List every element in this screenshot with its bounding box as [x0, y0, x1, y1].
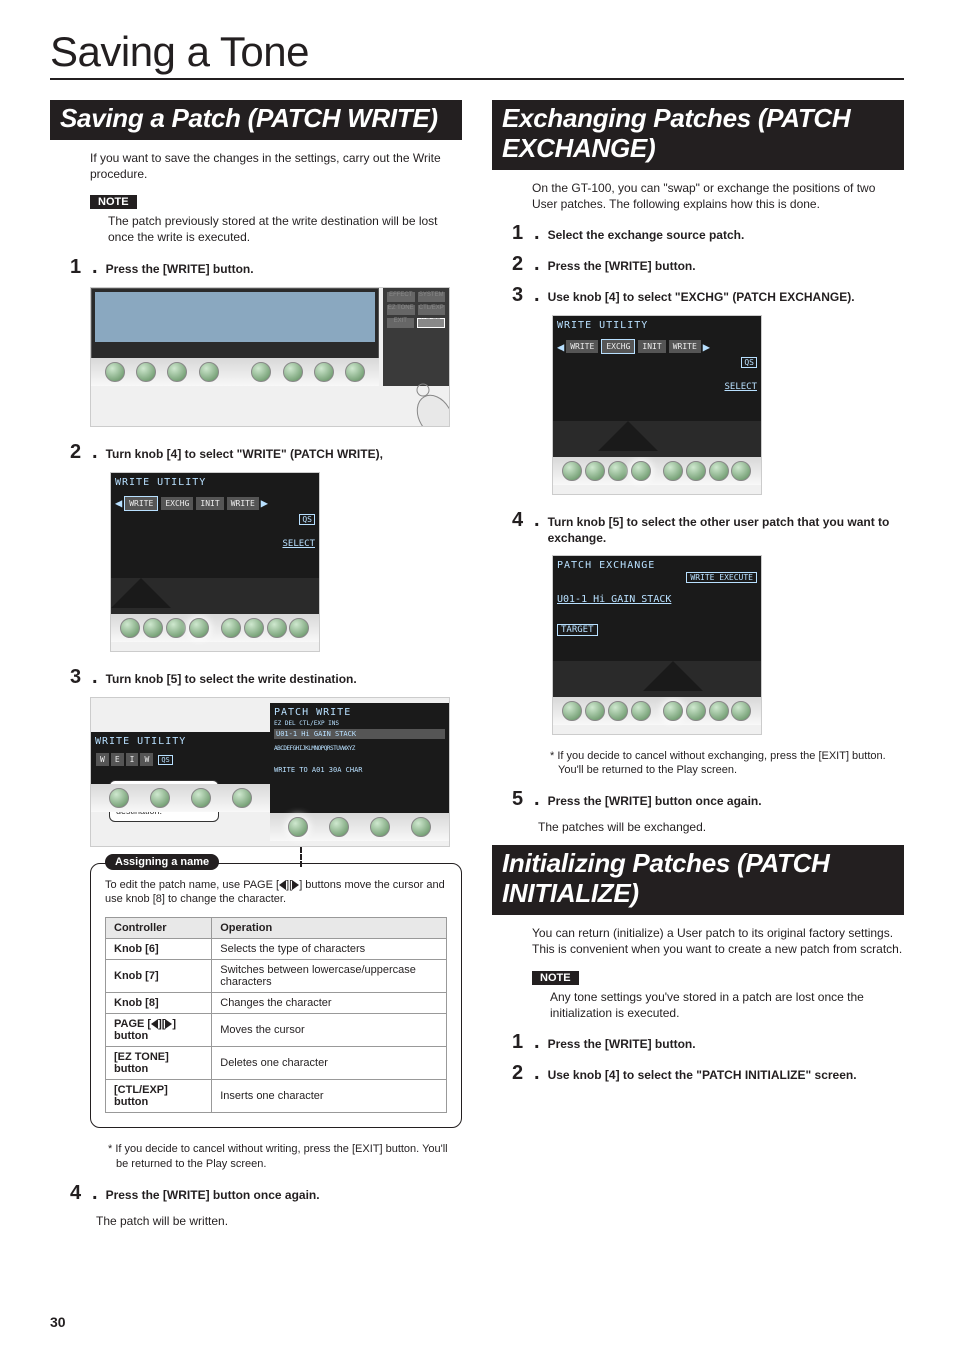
lcd-option-init: INIT: [196, 497, 223, 510]
footnote-cancel-write: * If you decide to cancel without writin…: [108, 1142, 462, 1172]
table-row: Knob [7]Switches between lowercase/upper…: [106, 960, 447, 993]
step-1: 1. Select the exchange source patch.: [512, 222, 904, 245]
note-text: Any tone settings you've stored in a pat…: [550, 989, 904, 1021]
step-number: 2: [512, 1063, 530, 1083]
note-text: The patch previously stored at the write…: [108, 213, 462, 245]
callout-badge: Assigning a name: [105, 854, 219, 870]
step-1: 1. Press the [WRITE] button.: [512, 1031, 904, 1054]
step-2: 2. Press the [WRITE] button.: [512, 253, 904, 276]
section-header-patch-initialize: Initializing Patches (PATCH INITIALIZE): [492, 845, 904, 915]
step-4: 4. Press the [WRITE] button once again.: [70, 1182, 462, 1205]
step-number: 4: [512, 510, 530, 530]
lcd-option: WRITE: [566, 340, 598, 353]
step-4: 4. Turn knob [5] to select the other use…: [512, 509, 904, 546]
step-text: Press the [WRITE] button once again.: [106, 1184, 320, 1203]
step-number: 3: [70, 667, 88, 687]
intro-text: If you want to save the changes in the s…: [90, 150, 462, 182]
lcd-option-write2: WRITE: [227, 497, 259, 510]
step-5: 5. Press the [WRITE] button once again.: [512, 788, 904, 811]
step-text: Select the exchange source patch.: [548, 224, 745, 243]
table-row: Knob [6]Selects the type of characters: [106, 939, 447, 960]
table-row: [EZ TONE] buttonDeletes one character: [106, 1047, 447, 1080]
step-number: 1: [512, 223, 530, 243]
right-column: Exchanging Patches (PATCH EXCHANGE) On t…: [492, 100, 904, 1239]
note-badge: NOTE: [90, 195, 137, 209]
step-number: 3: [512, 285, 530, 305]
footnote-cancel-exchange: * If you decide to cancel without exchan…: [550, 749, 904, 779]
step-number: 2: [70, 442, 88, 462]
step-number: 1: [70, 257, 88, 277]
step-text: Press the [WRITE] button.: [548, 255, 696, 274]
step-text: Press the [WRITE] button.: [106, 258, 254, 277]
intro-text: On the GT-100, you can "swap" or exchang…: [532, 180, 904, 212]
intro-text: You can return (initialize) a User patch…: [532, 925, 904, 957]
step-5-subtext: The patches will be exchanged.: [538, 819, 904, 835]
lcd-title: WRITE UTILITY: [557, 320, 757, 331]
step-2: 2. Use knob [4] to select the "PATCH INI…: [512, 1062, 904, 1085]
table-header-operation: Operation: [212, 918, 447, 939]
lcd-title: PATCH EXCHANGE: [557, 560, 757, 571]
step-number: 5: [512, 789, 530, 809]
step-text: Press the [WRITE] button once again.: [548, 790, 762, 809]
lcd-option: INIT: [638, 340, 665, 353]
step-1: 1. Press the [WRITE] button.: [70, 256, 462, 279]
step-2: 2. Turn knob [4] to select "WRITE" (PATC…: [70, 441, 462, 464]
assigning-name-callout: Assigning a name To edit the patch name,…: [90, 863, 462, 1129]
lcd-exchg-image: WRITE UTILITY ◀ WRITE EXCHG INIT WRITE ▶…: [552, 315, 762, 495]
lcd-write-utility-image: WRITE UTILITY ◀ WRITE EXCHG INIT WRITE ▶…: [110, 472, 320, 652]
step-text: Turn knob [4] to select "WRITE" (PATCH W…: [106, 443, 383, 462]
step-3: 3. Turn knob [5] to select the write des…: [70, 666, 462, 689]
table-row: [CTL/EXP] buttonInserts one character: [106, 1080, 447, 1113]
lcd-option-write: WRITE: [124, 496, 158, 511]
device-write-button-image: EFFECTSYSTEM EZ TONECTL/EXP EXITWRITE: [90, 287, 450, 427]
lcd-option: EXCHG: [601, 339, 635, 354]
table-header-controller: Controller: [106, 918, 212, 939]
step-4-subtext: The patch will be written.: [96, 1213, 462, 1229]
lcd-write-destination-image: WRITE UTILITY WEIWQS Turn the knob to ch…: [90, 697, 450, 847]
step-number: 2: [512, 254, 530, 274]
lcd-patch-exchange-image: PATCH EXCHANGE WRITE EXECUTE U01-1 Hi GA…: [552, 555, 762, 735]
step-text: Use knob [4] to select "EXCHG" (PATCH EX…: [548, 286, 855, 305]
controller-table: Controller Operation Knob [6]Selects the…: [105, 917, 447, 1113]
lcd-option-exchg: EXCHG: [161, 497, 193, 510]
step-number: 1: [512, 1032, 530, 1052]
finger-press-icon: [385, 362, 450, 427]
step-text: Turn knob [5] to select the other user p…: [548, 511, 904, 546]
note-badge: NOTE: [532, 971, 579, 985]
step-text: Turn knob [5] to select the write destin…: [106, 668, 357, 687]
step-text: Press the [WRITE] button.: [548, 1033, 696, 1052]
left-column: Saving a Patch (PATCH WRITE) If you want…: [50, 100, 462, 1239]
two-column-layout: Saving a Patch (PATCH WRITE) If you want…: [50, 100, 904, 1239]
lcd-option: WRITE: [669, 340, 701, 353]
step-text: Use knob [4] to select the "PATCH INITIA…: [548, 1064, 857, 1083]
table-row: PAGE [][] buttonMoves the cursor: [106, 1014, 447, 1047]
callout-text: To edit the patch name, use PAGE [][] bu…: [105, 878, 447, 908]
section-header-patch-write: Saving a Patch (PATCH WRITE): [50, 100, 462, 140]
section-header-patch-exchange: Exchanging Patches (PATCH EXCHANGE): [492, 100, 904, 170]
step-number: 4: [70, 1183, 88, 1203]
lcd-title: WRITE UTILITY: [115, 477, 315, 488]
page-number: 30: [50, 1314, 66, 1330]
step-3: 3. Use knob [4] to select "EXCHG" (PATCH…: [512, 284, 904, 307]
table-row: Knob [8]Changes the character: [106, 993, 447, 1014]
page-title: Saving a Tone: [50, 28, 904, 80]
